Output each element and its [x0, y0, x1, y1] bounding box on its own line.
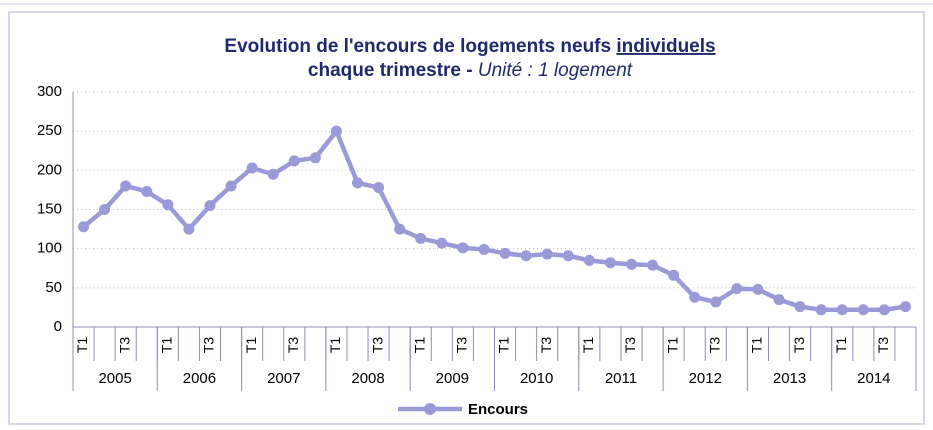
y-tick-label: 300: [37, 83, 62, 100]
y-tick-label: 150: [37, 200, 62, 217]
y-tick-label: 200: [37, 161, 62, 178]
data-point: [99, 204, 111, 215]
data-point: [246, 162, 258, 174]
x-tick-label: T1: [411, 337, 427, 354]
x-tick-label: T3: [791, 337, 807, 354]
data-point: [731, 283, 743, 295]
data-point: [78, 221, 90, 233]
data-point: [794, 301, 806, 313]
x-tick-label: T1: [749, 337, 765, 354]
data-point: [183, 223, 195, 235]
data-point: [141, 185, 153, 197]
year-label: 2012: [689, 370, 722, 387]
year-label: 2010: [520, 370, 553, 387]
x-tick-label: T3: [285, 337, 301, 354]
data-point: [689, 291, 701, 303]
data-point: [499, 247, 511, 259]
data-point: [225, 180, 237, 192]
data-point: [373, 182, 385, 194]
year-label: 2011: [605, 370, 637, 387]
data-point: [878, 304, 890, 316]
x-tick-label: T3: [706, 337, 722, 354]
data-point: [752, 283, 764, 295]
data-point: [436, 237, 448, 249]
data-point: [647, 259, 659, 271]
data-point: [668, 269, 680, 281]
x-tick-label: T1: [159, 337, 175, 354]
data-point: [457, 242, 469, 254]
x-tick-label: T1: [833, 337, 849, 354]
x-tick-label: T1: [243, 337, 259, 354]
legend-marker: [424, 403, 436, 415]
data-point: [288, 155, 300, 167]
year-label: 2008: [351, 370, 384, 387]
data-point: [541, 248, 553, 260]
x-tick-label: T1: [327, 337, 343, 354]
data-point: [899, 301, 911, 313]
chart-frame: [8, 11, 925, 425]
data-point: [267, 168, 279, 180]
data-point: [204, 200, 216, 212]
x-tick-label: T3: [454, 337, 470, 354]
year-label: 2013: [773, 370, 806, 387]
x-tick-label: T3: [875, 337, 891, 354]
x-tick-label: T3: [538, 337, 554, 354]
chart-subtitle: chaque trimestre - Unité : 1 logement: [308, 60, 633, 81]
data-point: [604, 257, 616, 269]
chart-title: Evolution de l'encours de logements neuf…: [224, 36, 715, 57]
data-point: [330, 125, 342, 137]
title-text: Evolution de l'encours de logements neuf…: [224, 36, 616, 57]
data-point: [394, 223, 406, 235]
data-point: [857, 304, 869, 316]
year-label: 2005: [98, 370, 131, 387]
data-point: [583, 254, 595, 266]
x-tick-label: T3: [116, 337, 132, 354]
data-point: [309, 152, 321, 164]
y-tick-label: 0: [54, 318, 62, 335]
year-label: 2006: [183, 370, 216, 387]
x-tick-label: T3: [201, 337, 217, 354]
year-label: 2009: [436, 370, 469, 387]
data-point: [162, 199, 174, 211]
x-tick-label: T3: [369, 337, 385, 354]
y-tick-label: 100: [37, 240, 62, 257]
data-point: [773, 294, 785, 306]
x-tick-label: T1: [496, 337, 512, 354]
y-tick-label: 50: [45, 279, 62, 296]
legend-label: Encours: [468, 401, 528, 418]
x-tick-label: T1: [580, 337, 596, 354]
data-point: [415, 232, 427, 244]
subtitle-italic: Unité : 1 logement: [478, 60, 633, 81]
year-label: 2014: [857, 370, 890, 387]
x-tick-label: T1: [74, 337, 90, 354]
data-point: [562, 250, 574, 262]
data-point: [478, 243, 490, 255]
data-point: [520, 250, 532, 262]
data-point: [836, 304, 848, 316]
data-point: [625, 258, 637, 270]
data-point: [710, 296, 722, 308]
series-line: [82, 128, 906, 313]
data-point: [120, 180, 132, 192]
title-underlined: individuels: [616, 36, 715, 57]
x-tick-label: T3: [622, 337, 638, 354]
year-label: 2007: [267, 370, 300, 387]
subtitle-text: chaque trimestre -: [308, 60, 478, 81]
y-tick-label: 250: [37, 122, 62, 139]
data-point: [352, 177, 364, 189]
x-tick-label: T1: [664, 337, 680, 354]
data-point: [815, 304, 827, 316]
